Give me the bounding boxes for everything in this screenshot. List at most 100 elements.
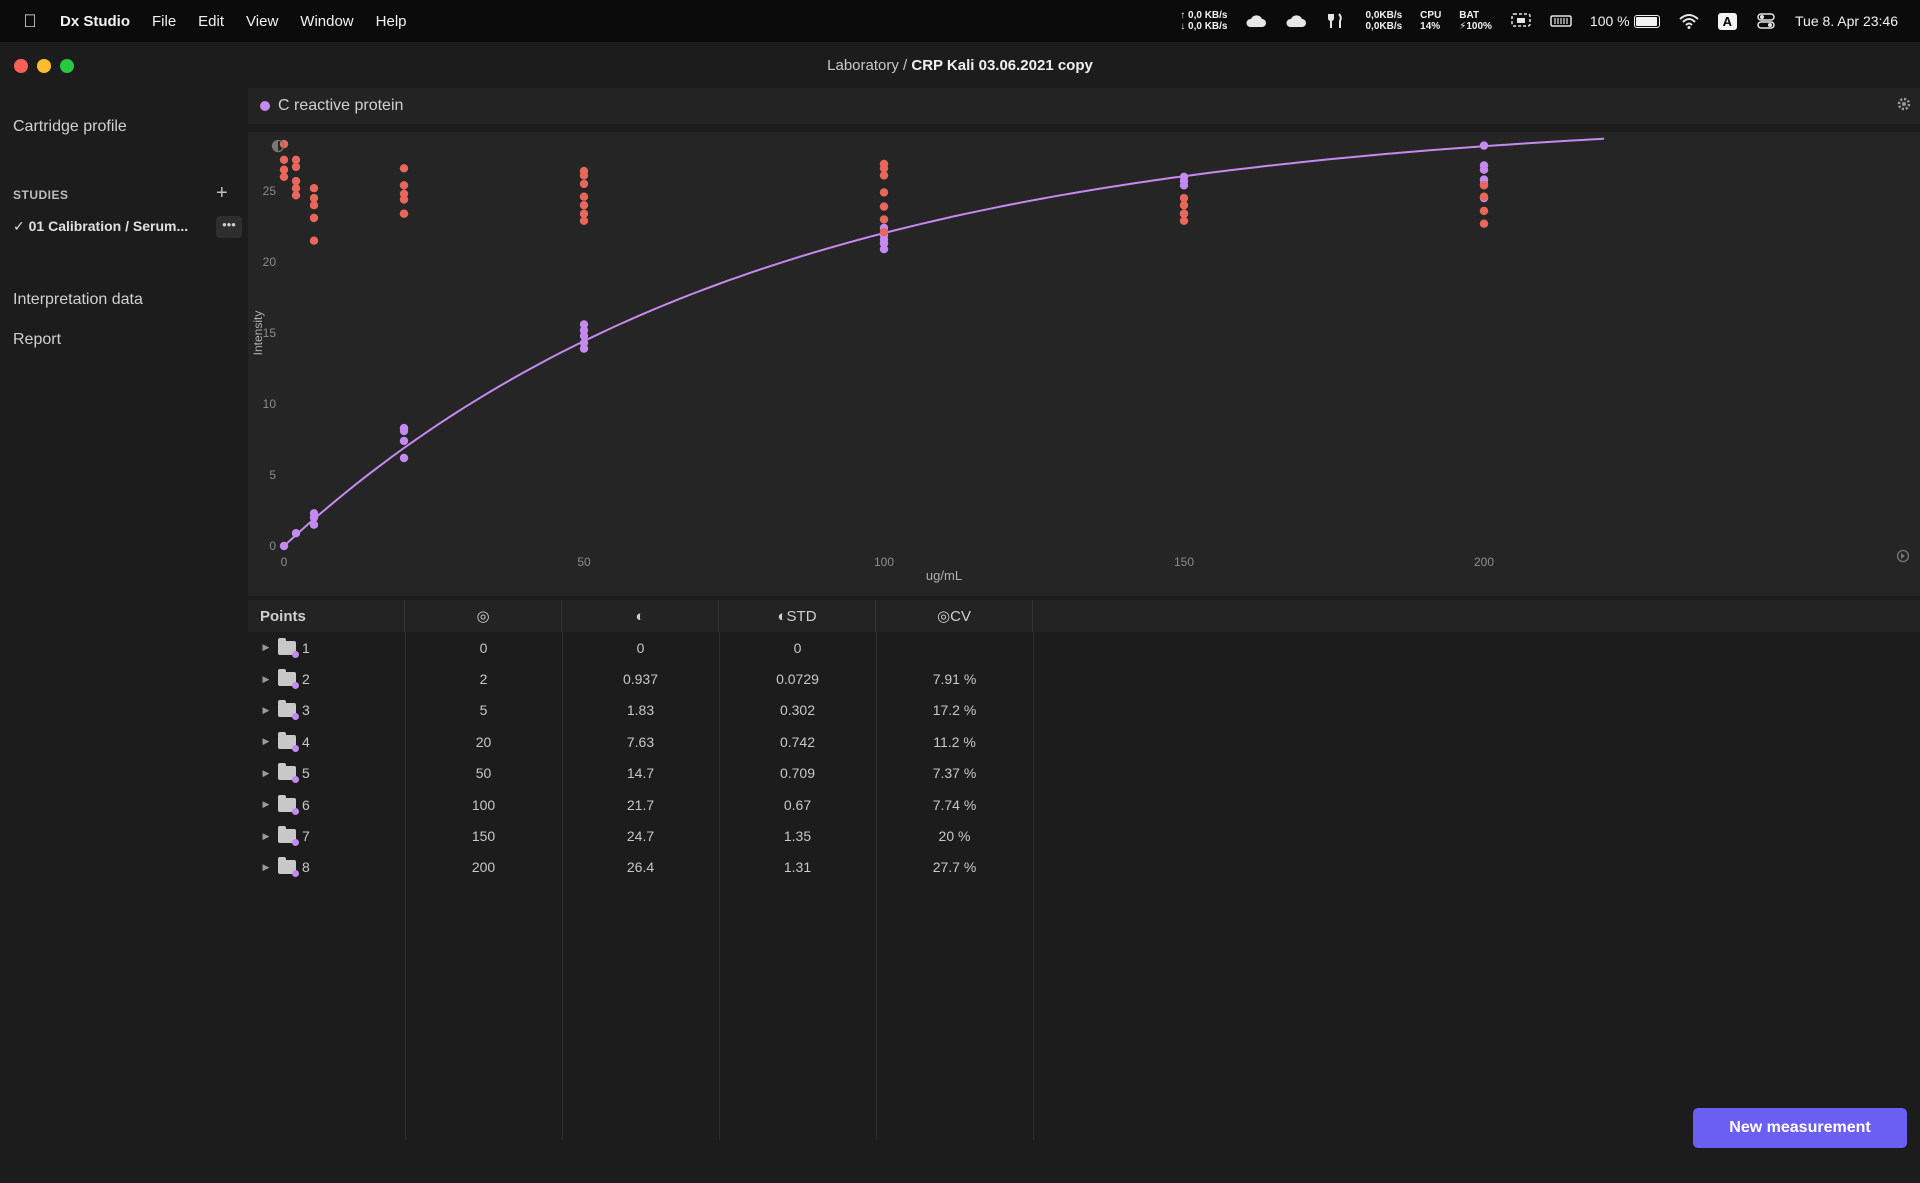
expand-chevron-icon[interactable]: ▶ [262, 704, 270, 715]
expand-chevron-icon[interactable]: ▶ [262, 830, 270, 841]
control-point[interactable] [309, 236, 319, 245]
control-center-icon[interactable] [1755, 13, 1777, 29]
calibration-point[interactable] [309, 509, 319, 518]
table-row[interactable]: ▶ 7 150 24.7 1.35 20 % [248, 820, 1920, 851]
expand-chevron-icon[interactable]: ▶ [262, 673, 270, 684]
control-point[interactable] [399, 209, 409, 218]
screen-mirror-icon[interactable] [1510, 13, 1532, 29]
control-point[interactable] [579, 209, 589, 218]
control-point[interactable] [309, 213, 319, 223]
menu-help[interactable]: Help [375, 12, 407, 30]
control-point[interactable] [279, 165, 289, 174]
menu-window[interactable]: Window [300, 12, 354, 30]
calibration-point[interactable] [279, 541, 289, 551]
expand-chevron-icon[interactable]: ▶ [262, 642, 270, 653]
control-point[interactable] [879, 202, 889, 211]
table-row[interactable]: ▶ 1 0 0 0 [248, 632, 1920, 663]
calibration-point[interactable] [309, 520, 319, 529]
control-point[interactable] [309, 184, 319, 193]
control-point[interactable] [1479, 219, 1489, 228]
cpu-stats[interactable]: CPU 14% [1420, 10, 1441, 32]
control-point[interactable] [879, 228, 889, 237]
table-row[interactable]: ▶ 6 100 21.7 0.67 7.74 % [248, 789, 1920, 820]
table-row[interactable]: ▶ 4 20 7.63 0.742 11.2 % [248, 726, 1920, 757]
control-point[interactable] [879, 188, 889, 197]
col-std-icon[interactable]: ◐STD [719, 600, 876, 632]
sidebar-item-cartridge-profile[interactable]: Cartridge profile [13, 118, 127, 135]
maximize-window-button[interactable] [60, 59, 74, 73]
add-study-icon[interactable]: + [216, 182, 228, 204]
network-stats[interactable]: ↑ 0,0 KB/s ↓ 0,0 KB/s [1180, 10, 1227, 32]
col-cv-icon[interactable]: ◎CV [876, 600, 1033, 632]
control-point[interactable] [399, 164, 409, 173]
control-point[interactable] [1179, 193, 1189, 203]
app-name-menu[interactable]: Dx Studio [60, 12, 130, 30]
minimize-window-button[interactable] [37, 59, 51, 73]
control-point[interactable] [291, 162, 301, 172]
control-point[interactable] [309, 201, 319, 210]
control-point[interactable] [291, 155, 301, 164]
gear-icon[interactable] [1896, 96, 1912, 117]
col-concentration-icon[interactable]: ◎ [405, 600, 562, 632]
expand-chevron-icon[interactable]: ▶ [262, 736, 270, 747]
battery-status[interactable]: 100 % [1590, 13, 1660, 29]
wifi-icon[interactable] [1678, 13, 1700, 29]
control-point[interactable] [1479, 206, 1489, 216]
control-point[interactable] [579, 166, 589, 176]
tools-icon[interactable] [1325, 13, 1347, 29]
table-row[interactable]: ▶ 8 200 26.4 1.31 27.7 % [248, 852, 1920, 883]
control-point[interactable] [879, 215, 889, 224]
apple-icon[interactable]:  [0, 11, 60, 32]
sidebar-item-report[interactable]: Report [13, 331, 62, 348]
sidebar-item-interpretation[interactable]: Interpretation data [13, 291, 143, 308]
control-point[interactable] [579, 179, 589, 189]
control-point[interactable] [579, 192, 589, 201]
calibration-point[interactable] [1479, 161, 1489, 170]
control-point[interactable] [579, 201, 589, 210]
calibration-point[interactable] [399, 453, 409, 463]
clock[interactable]: Tue 8. Apr 23:46 [1795, 13, 1898, 29]
expand-chevron-icon[interactable]: ▶ [262, 767, 270, 778]
expand-chevron-icon[interactable]: ▶ [262, 861, 270, 872]
control-point[interactable] [879, 171, 889, 180]
calibration-point[interactable] [579, 338, 589, 348]
close-window-button[interactable] [14, 59, 28, 73]
control-point[interactable] [399, 189, 409, 198]
control-point[interactable] [879, 159, 889, 169]
menu-edit[interactable]: Edit [198, 12, 225, 30]
reset-zoom-icon[interactable] [1896, 549, 1910, 563]
control-point[interactable] [279, 155, 289, 164]
calibration-point[interactable] [399, 436, 409, 446]
control-point[interactable] [291, 191, 301, 200]
control-point[interactable] [1179, 209, 1189, 218]
chart-area[interactable]: 0 50 100 150 200 0 5 10 15 20 25 ug/mL Intensity [248, 132, 1920, 596]
col-points[interactable]: Points [248, 600, 405, 632]
more-options-icon[interactable]: ••• [216, 216, 242, 238]
calibration-point[interactable] [291, 529, 301, 538]
cloud-icon[interactable] [1245, 13, 1267, 29]
keyboard-input-badge[interactable]: A [1717, 12, 1737, 30]
table-row[interactable]: ▶ 5 50 14.7 0.709 7.37 % [248, 758, 1920, 789]
calibration-point[interactable] [579, 320, 589, 329]
control-point[interactable] [579, 216, 589, 225]
calibration-point[interactable] [399, 423, 409, 433]
table-row[interactable]: ▶ 3 5 1.83 0.302 17.2 % [248, 695, 1920, 726]
control-point[interactable] [291, 184, 301, 193]
sidebar-item-study[interactable]: ✓ 01 Calibration / Serum... [13, 218, 189, 234]
table-row[interactable]: ▶ 2 2 0.937 0.0729 7.91 % [248, 663, 1920, 694]
menu-file[interactable]: File [152, 12, 177, 30]
disk-stats[interactable]: 0,0KB/s 0,0KB/s [1365, 10, 1402, 32]
memory-icon[interactable] [1550, 13, 1572, 29]
menu-view[interactable]: View [246, 12, 279, 30]
control-point[interactable] [1179, 216, 1189, 225]
col-intensity-icon[interactable]: ◐ [562, 600, 719, 632]
control-point[interactable] [399, 181, 409, 190]
breadcrumb-parent[interactable]: Laboratory / [827, 56, 908, 74]
control-point[interactable] [1179, 201, 1189, 210]
control-point[interactable] [1479, 192, 1489, 201]
calibration-point[interactable] [1479, 141, 1489, 150]
control-point[interactable] [279, 172, 289, 181]
calibration-point[interactable] [1179, 172, 1189, 181]
cloud-icon-2[interactable] [1285, 13, 1307, 29]
calibration-chart[interactable]: 0 50 100 150 200 0 5 10 15 20 25 ug/mL Intensity [248, 132, 1920, 596]
